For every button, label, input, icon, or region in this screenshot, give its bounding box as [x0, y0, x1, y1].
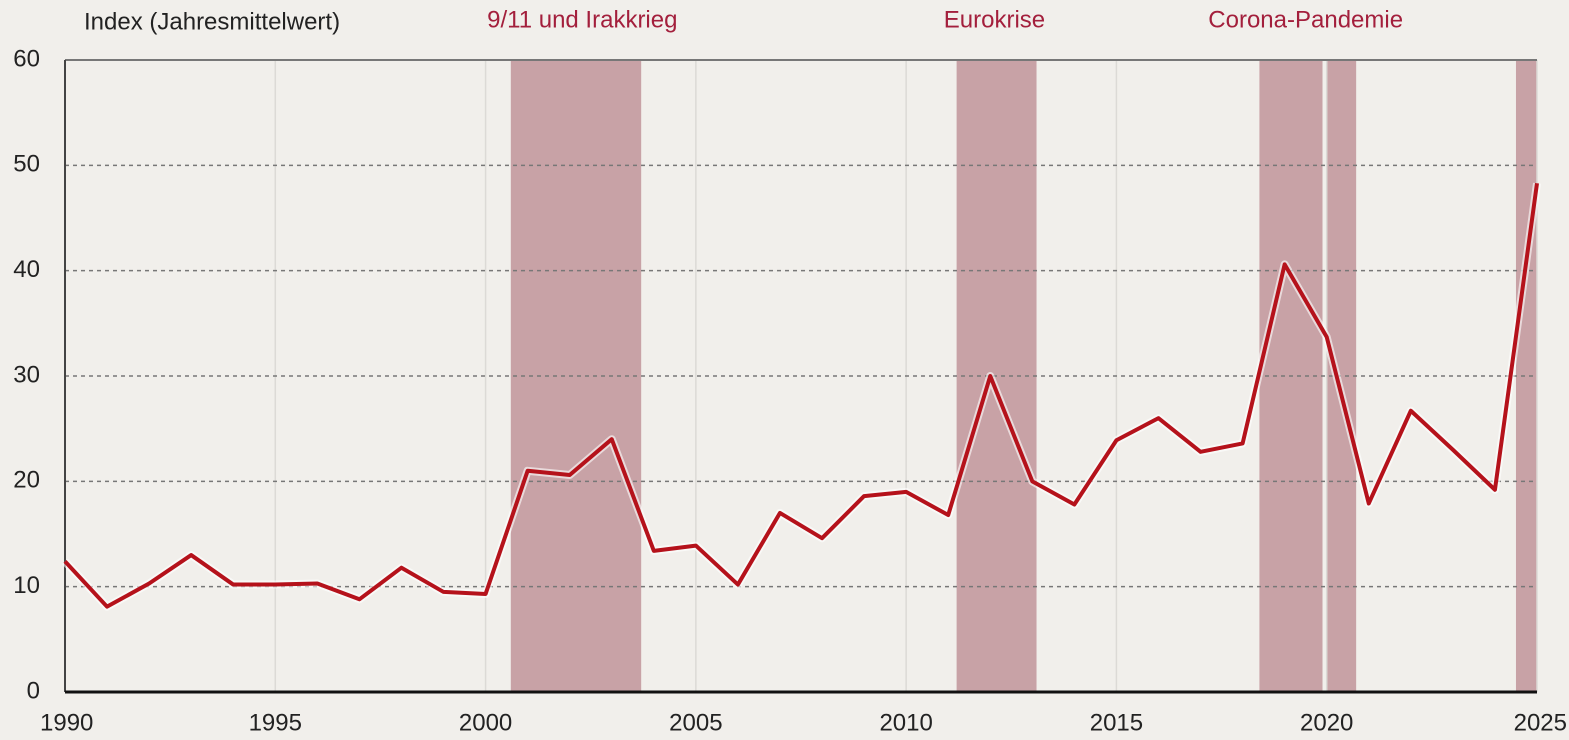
x-tick-label: 1995	[249, 709, 302, 736]
y-tick-label: 40	[13, 256, 40, 283]
x-tick-label: 2000	[459, 709, 512, 736]
band-annotation: Corona-Pandemie	[1208, 6, 1403, 33]
x-tick-label: 2015	[1090, 709, 1143, 736]
y-tick-label: 60	[13, 45, 40, 72]
y-tick-label: 30	[13, 361, 40, 388]
y-tick-label: 50	[13, 151, 40, 178]
band-annotation: Eurokrise	[944, 6, 1045, 33]
x-tick-label: 2005	[669, 709, 722, 736]
band-annotation: 9/11 und Irakkrieg	[487, 6, 677, 33]
x-tick-label: 2010	[879, 709, 932, 736]
shaded-band	[1515, 60, 1537, 692]
x-tick-label: 2020	[1300, 709, 1353, 736]
axis-label: Index (Jahresmittelwert)	[84, 8, 340, 35]
y-tick-label: 0	[27, 677, 40, 704]
x-tick-label: 1990	[40, 709, 93, 736]
y-tick-label: 10	[13, 572, 40, 599]
x-tick-label: 2025	[1514, 709, 1567, 736]
line-series	[63, 182, 1539, 609]
y-tick-label: 20	[13, 467, 40, 494]
